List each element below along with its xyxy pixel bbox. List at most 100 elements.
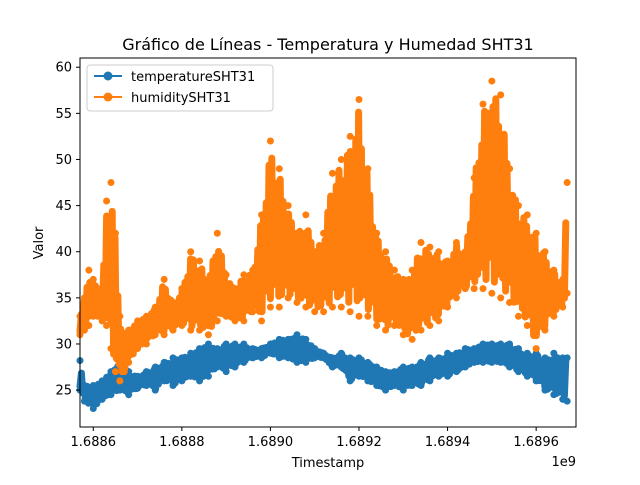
data-point-max (563, 179, 571, 187)
series-line (76, 95, 570, 376)
data-point-min (151, 386, 159, 394)
data-point-max (452, 239, 460, 246)
data-point-max (80, 294, 88, 302)
data-point-max (231, 340, 239, 348)
data-point-max (337, 349, 345, 357)
data-point-min (266, 303, 274, 311)
data-point-min (134, 345, 142, 353)
data-point-min (541, 386, 549, 394)
data-point-max (559, 280, 567, 288)
data-point-min (94, 312, 102, 320)
data-point-min (249, 308, 257, 316)
legend-item: humiditySHT31 (94, 91, 231, 106)
legend-marker-swatch (103, 92, 113, 102)
data-point-max (541, 354, 549, 362)
data-point-max (506, 165, 514, 173)
data-point-max (355, 354, 363, 362)
plot-area (76, 77, 571, 413)
data-point-max (222, 340, 230, 348)
data-point-min (328, 303, 336, 311)
data-point-max (523, 349, 531, 357)
data-point-min (346, 377, 354, 385)
data-point-max (479, 100, 487, 108)
data-point-min (408, 381, 416, 389)
axes-frame (79, 57, 577, 428)
data-point-min (125, 358, 133, 366)
data-point-min (328, 363, 336, 371)
data-point-max (116, 312, 124, 320)
data-point-max (328, 169, 336, 177)
data-point-min (523, 322, 531, 330)
data-point-min (204, 372, 212, 380)
data-point-min (470, 358, 478, 366)
y-tick-label: 35 (55, 291, 72, 306)
data-point-max (120, 331, 128, 339)
data-point-min (240, 358, 248, 366)
data-point-max (390, 266, 398, 274)
data-point-min (408, 335, 416, 343)
data-point-max (275, 165, 283, 173)
data-point-max (328, 354, 336, 362)
data-point-min (497, 358, 505, 366)
data-point-max (89, 275, 97, 283)
data-point-max (311, 345, 319, 353)
data-point-max (461, 345, 469, 353)
data-point-max (390, 368, 398, 376)
data-point-max (240, 271, 248, 279)
data-point-min (222, 312, 230, 320)
data-point-min (142, 340, 150, 348)
legend-label: humiditySHT31 (131, 91, 231, 106)
data-point-max (293, 229, 301, 237)
data-point-min (470, 285, 478, 293)
data-point-min (196, 377, 204, 385)
data-point-max (302, 211, 310, 219)
data-point-max (151, 303, 159, 311)
x-axis-label: Timestamp (291, 456, 365, 471)
data-point-max (258, 345, 266, 353)
x-tick-label: 1.6888 (159, 435, 205, 450)
data-point-min (563, 289, 571, 297)
data-point-max (169, 298, 177, 306)
data-point-max (399, 363, 407, 371)
data-point-min (160, 331, 168, 339)
y-axis-label: Valor (32, 226, 47, 259)
data-point-min (532, 345, 540, 353)
data-point-max (178, 285, 186, 293)
data-point-min (390, 322, 398, 330)
data-point-max (111, 229, 119, 237)
data-point-min (302, 358, 310, 366)
data-point-min (284, 354, 292, 362)
data-point-min (266, 349, 274, 357)
data-point-min (103, 322, 111, 330)
data-point-max (563, 354, 571, 362)
data-point-min (523, 372, 531, 380)
data-point-max (89, 381, 97, 389)
data-point-max (196, 257, 204, 265)
data-point-max (249, 266, 257, 274)
data-point-min (373, 322, 381, 330)
data-point-max (142, 368, 150, 376)
data-point-min (506, 298, 514, 306)
data-point-min (178, 377, 186, 385)
x-tick-label: 1.6894 (425, 435, 471, 450)
data-point-min (373, 381, 381, 389)
data-point-min (337, 303, 345, 311)
data-point-min (514, 312, 522, 320)
data-point-min (444, 303, 452, 311)
data-point-min (160, 377, 168, 385)
x-tick-label: 1.6896 (513, 435, 559, 450)
data-point-min (98, 395, 106, 403)
data-point-max (355, 96, 363, 104)
legend-item: temperatureSHT31 (94, 70, 255, 85)
data-point-max (103, 197, 111, 205)
y-tick-label: 60 (55, 61, 72, 76)
data-point-max (373, 363, 381, 371)
data-point-min (355, 372, 363, 380)
data-point-min (497, 294, 505, 302)
data-point-max (408, 266, 416, 274)
data-point-min (240, 317, 248, 325)
x-axis-ticks: 1.6886 1.6888 1.6890 1.6892 1.6894 1.6896 (71, 427, 559, 450)
data-point-max (541, 248, 549, 256)
data-point-max (320, 229, 328, 237)
